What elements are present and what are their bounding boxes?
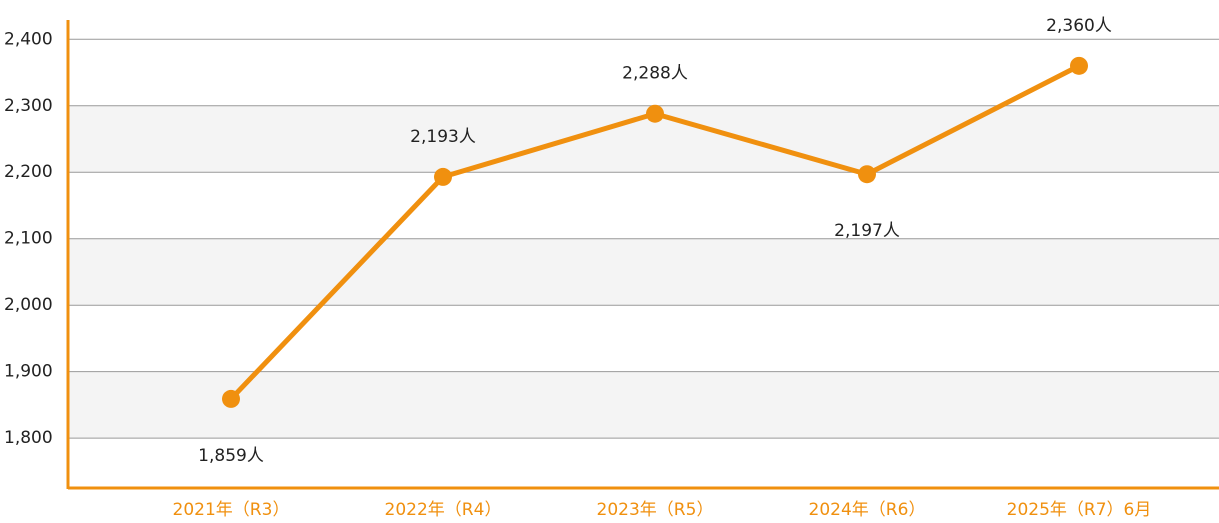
data-label: 1,859人 <box>198 446 264 466</box>
y-tick-label: 1,800 <box>4 428 53 448</box>
x-tick-label: 2023年（R5） <box>597 500 714 520</box>
grid-band <box>68 238 1219 306</box>
x-tick-label: 2024年（R6） <box>809 500 926 520</box>
x-tick-label: 2022年（R4） <box>385 500 502 520</box>
x-tick-label: 2021年（R3） <box>173 500 290 520</box>
y-tick-label: 2,200 <box>4 162 53 182</box>
grid-band <box>68 371 1219 439</box>
point <box>858 165 876 184</box>
x-tick-label: 2025年（R7）6月 <box>1007 500 1152 520</box>
data-label: 2,360人 <box>1046 16 1112 36</box>
y-tick-label: 2,100 <box>4 229 53 249</box>
y-tick-label: 2,400 <box>4 29 53 49</box>
point <box>646 104 664 123</box>
y-tick-label: 1,900 <box>4 362 53 382</box>
point <box>222 389 240 408</box>
y-tick-label: 2,300 <box>4 96 53 116</box>
bands <box>68 105 1219 439</box>
data-label: 2,197人 <box>834 221 900 241</box>
y-tick-label: 2,000 <box>4 295 53 315</box>
data-label: 2,288人 <box>622 64 688 84</box>
point <box>434 167 452 186</box>
data-label: 2,193人 <box>410 127 476 147</box>
point <box>1070 56 1088 75</box>
